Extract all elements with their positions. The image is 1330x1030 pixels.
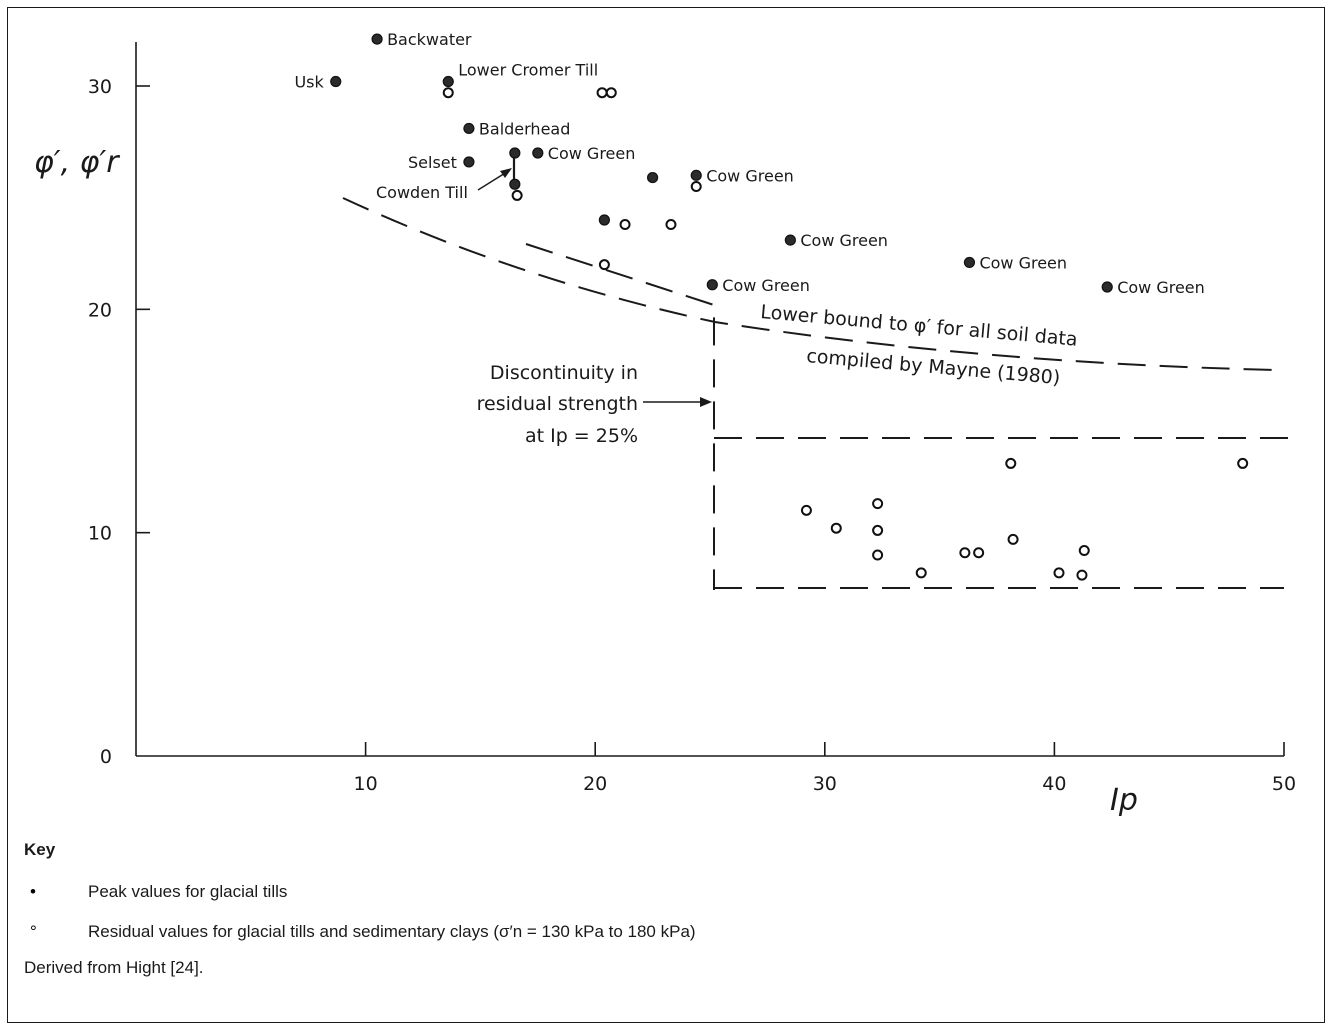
residual-point: [442, 87, 454, 99]
point-label: Balderhead: [479, 119, 570, 138]
residual-point: [596, 87, 608, 99]
peak-point: [442, 75, 454, 88]
x-tick-label: 10: [354, 773, 378, 795]
key-title: Key: [24, 840, 56, 859]
peak-point: [598, 214, 610, 226]
discontinuity-label-1: Discontinuity in: [490, 362, 638, 384]
peak-point: [646, 171, 659, 184]
peak-point: [371, 33, 383, 45]
residual-point: [665, 218, 677, 230]
point-label: Lower Cromer Till: [458, 61, 598, 80]
peak-point: [690, 169, 702, 181]
residual-point: [1076, 569, 1088, 581]
residual-point: [973, 547, 985, 559]
residual-point: [1078, 545, 1090, 557]
peak-point: [963, 256, 976, 269]
residual-point: [598, 259, 610, 271]
residual-point: [1053, 567, 1065, 579]
y-tick-label: 10: [88, 523, 112, 545]
x-tick-label: 20: [583, 773, 607, 795]
key-peak-text: Peak values for glacial tills: [88, 882, 288, 901]
point-label: Cow Green: [979, 253, 1067, 272]
key-residual-text: Residual values for glacial tills and se…: [88, 922, 696, 941]
peak-point: [509, 147, 521, 159]
axis-ticks: 10 20 30 40 50 0 10 20 30: [88, 76, 1296, 795]
x-tick-label: 40: [1042, 773, 1066, 795]
discontinuity-arrow-head: [700, 397, 712, 407]
x-tick-label: 50: [1272, 773, 1296, 795]
figure-frame: [7, 7, 1325, 1023]
peak-point: [1101, 281, 1113, 293]
discontinuity-label-3: at Ip = 25%: [525, 425, 638, 447]
key-source-text: Derived from Hight [24].: [24, 958, 204, 977]
peak-point: [463, 156, 475, 168]
lower-bound-curve: [342, 197, 1277, 371]
residual-symbol-icon: °: [30, 922, 37, 941]
point-label: Cow Green: [706, 166, 794, 185]
point-label: Usk: [294, 73, 324, 92]
residual-point: [605, 87, 617, 99]
residual-point: [800, 504, 812, 516]
point-labels: Backwater Usk Lower Cromer Till Balderhead S…: [294, 30, 1204, 297]
cowden-till-arrow-head: [500, 168, 512, 178]
lower-bound-label-2: compiled by Mayne (1980): [806, 345, 1062, 389]
cowden-till-label: Cowden Till: [376, 183, 468, 202]
point-label: Cow Green: [722, 276, 810, 295]
point-label: Cow Green: [800, 231, 888, 250]
data-points: [330, 33, 1249, 581]
residual-point: [619, 218, 631, 230]
residual-point: [959, 547, 971, 559]
point-label: Backwater: [387, 30, 472, 49]
residual-point: [915, 567, 927, 579]
peak-point: [509, 178, 521, 190]
y-tick-label: 30: [88, 76, 112, 98]
peak-point: [532, 147, 544, 159]
peak-symbol-icon: •: [30, 882, 36, 901]
x-axis-title: Ip: [1110, 783, 1138, 818]
residual-point: [1237, 457, 1249, 469]
residual-point: [830, 522, 842, 534]
residual-point: [1007, 533, 1019, 545]
residual-point: [1005, 457, 1017, 469]
peak-point: [784, 234, 796, 246]
residual-point: [872, 524, 884, 536]
discontinuity-label-2: residual strength: [477, 393, 638, 415]
residual-upper-trend: [525, 243, 715, 590]
residual-point: [872, 549, 884, 561]
point-label: Selset: [408, 153, 457, 172]
point-label: Cow Green: [1117, 278, 1205, 297]
y-tick-label: 20: [88, 299, 112, 321]
residual-point: [690, 181, 702, 192]
y-axis-title: φ′, φ′r: [34, 145, 120, 180]
peak-point: [463, 122, 475, 135]
x-tick-label: 30: [813, 773, 837, 795]
lower-bound-label-1: Lower bound to φ′ for all soil data: [760, 301, 1079, 351]
point-label: Cow Green: [548, 144, 636, 163]
y-tick-label: 0: [100, 746, 112, 768]
residual-point: [511, 189, 523, 201]
residual-point: [872, 498, 884, 510]
peak-point: [330, 75, 342, 88]
peak-point: [706, 279, 718, 291]
